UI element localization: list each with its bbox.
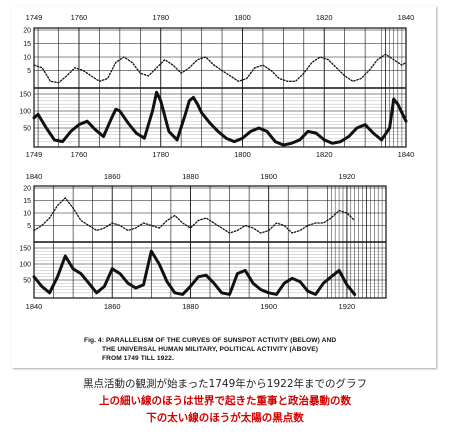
x-tick-label-top: 1820 [316, 13, 333, 22]
x-tick-label-bottom: 1760 [71, 150, 88, 159]
x-tick-label-bottom: 1780 [152, 150, 169, 159]
sunspot-activity-line [32, 249, 357, 296]
figure-caption-line-3: FROM 1749 TILL 1922. [102, 355, 174, 362]
x-tick-label-top: 1780 [152, 13, 169, 22]
lower-y-tick-label: 100 [19, 109, 31, 116]
x-tick-label-bottom: 1900 [260, 302, 277, 311]
x-tick-label-bottom: 1840 [398, 150, 415, 159]
x-tick-label-bottom: 1880 [182, 302, 199, 311]
x-tick-label-bottom: 1860 [104, 302, 121, 311]
upper-y-tick-label: 15 [23, 198, 31, 205]
figure-caption-line-2: THE UNIVERSAL HUMAN MILITARY, POLITICAL … [102, 346, 318, 353]
japanese-caption-thick-line: 下の太い線のほうが太陽の黒点数 [146, 412, 304, 424]
x-tick-label-top: 1749 [26, 13, 43, 22]
x-tick-label-top: 1920 [339, 172, 356, 181]
x-tick-label-top: 1840 [398, 13, 415, 22]
chart-panel-bottom: 5 10 15 20 50 100 150 1840 1840 1860 1860 1880 1880 1… [19, 172, 387, 311]
upper-y-tick-label: 15 [23, 41, 31, 48]
x-tick-label-top: 1900 [260, 172, 277, 181]
lower-y-tick-label: 150 [19, 246, 31, 253]
x-tick-label-top: 1880 [182, 172, 199, 181]
x-tick-label-bottom: 1749 [26, 150, 43, 159]
lower-y-tick-label: 150 [19, 92, 31, 99]
japanese-caption-title: 黒点活動の観測が始まった1749年から1922年までのグラフ [82, 378, 368, 390]
x-tick-label-top: 1800 [234, 13, 251, 22]
x-tick-label-top: 1860 [104, 172, 121, 181]
figure-caption: Fig. 4: PARALLELISM OF THE CURVES OF SUN… [84, 336, 434, 363]
upper-y-tick-label: 20 [23, 186, 31, 193]
x-tick-label-top: 1760 [71, 13, 88, 22]
chart-panel-top: 5 10 15 20 50 100 150 1749 1749 1760 1760 1780 1780 1… [19, 13, 414, 159]
x-tick-label-bottom: 1920 [339, 302, 356, 311]
upper-y-tick-label: 10 [23, 211, 31, 218]
upper-y-tick-label: 5 [27, 223, 31, 230]
upper-y-tick-label: 10 [23, 55, 31, 62]
military-political-activity-line [33, 53, 407, 84]
military-political-activity-line [33, 197, 356, 234]
x-tick-label-bottom: 1800 [234, 150, 251, 159]
japanese-caption-thin-line: 上の細い線のほうは世界で起きた重事と政治暴動の数 [99, 395, 351, 407]
lower-y-tick-label: 50 [23, 278, 31, 285]
lower-y-tick-label: 100 [19, 262, 31, 269]
figure-scan: 5 10 15 20 50 100 150 1749 1749 1760 1760 1780 1780 1… [12, 6, 436, 368]
x-tick-label-bottom: 1840 [26, 302, 43, 311]
chart-figure: 5 10 15 20 50 100 150 1749 1749 1760 1760 1780 1780 1… [19, 13, 414, 311]
figure-caption-line-1: Fig. 4: PARALLELISM OF THE CURVES OF SUN… [84, 337, 337, 344]
upper-y-tick-label: 20 [23, 28, 31, 35]
lower-y-tick-label: 50 [23, 126, 31, 133]
x-tick-label-top: 1840 [26, 172, 43, 181]
sunspot-activity-line [32, 90, 408, 147]
x-tick-label-bottom: 1820 [316, 150, 333, 159]
upper-y-tick-label: 5 [27, 68, 31, 75]
